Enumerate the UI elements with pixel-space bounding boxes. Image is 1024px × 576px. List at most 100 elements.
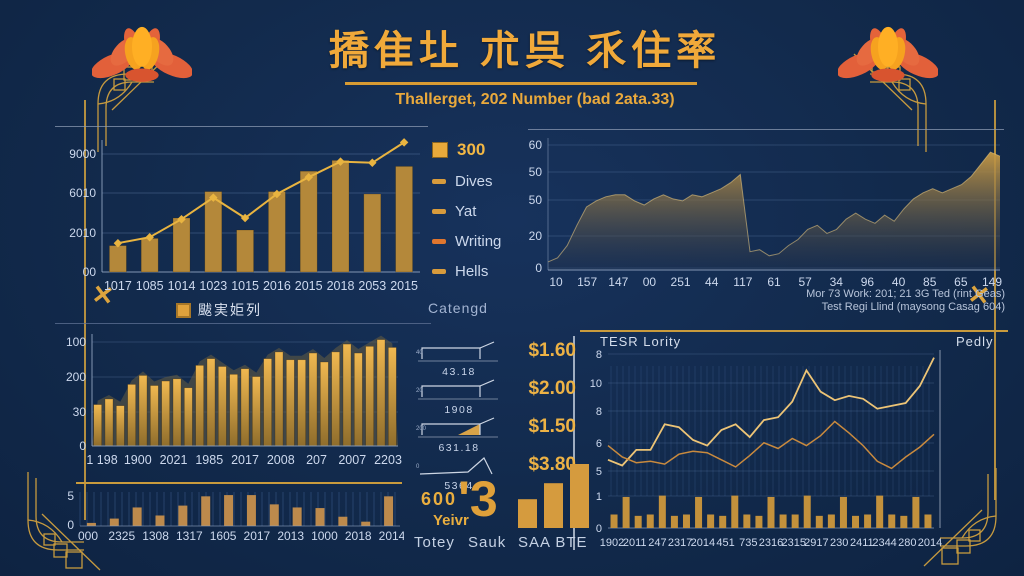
spark-box [421, 347, 481, 359]
tick-label: 2315 [781, 537, 805, 549]
tick-label: 200 [66, 370, 86, 384]
ornament-path [27, 519, 63, 543]
tick-label: 280 [898, 537, 916, 549]
bar [354, 352, 363, 447]
bar [695, 496, 703, 528]
bar [658, 495, 666, 528]
legend-swatch [176, 302, 191, 318]
tick-label: 0 [416, 464, 420, 470]
combo-chart-legend: 颰実姖列 [176, 300, 262, 320]
legend-swatch [432, 142, 448, 158]
line-marker [368, 158, 377, 168]
ticker-row: 20 1908 $2.00 [412, 378, 576, 416]
bar [204, 191, 223, 273]
tick-label: 2010 [69, 226, 96, 240]
bar [876, 495, 884, 528]
tick-label: 2007 [338, 453, 366, 467]
line-marker [399, 138, 409, 147]
bar [331, 351, 340, 447]
bar [240, 368, 250, 447]
tick-label: 2017 [244, 529, 271, 543]
bar [268, 191, 286, 273]
legend-item-label: 300 [457, 140, 486, 159]
ornament-square [65, 551, 83, 569]
bar [138, 375, 148, 447]
bar [109, 245, 127, 273]
tick-label: 2203 [374, 453, 402, 467]
bar [127, 384, 136, 447]
bar [610, 514, 618, 528]
tick-label: 5 [67, 489, 74, 503]
tick-label: 5 [596, 466, 602, 478]
tick-label: 00 [643, 275, 657, 289]
corner-ornament-bottom-right [923, 468, 997, 567]
spark-box [421, 385, 481, 397]
divider [55, 126, 428, 127]
tick-label: 1900 [124, 453, 152, 467]
tick-label: 2411 [850, 537, 874, 549]
bar [308, 352, 318, 447]
tick-label: 8 [596, 406, 602, 418]
bar [634, 515, 642, 528]
bar [395, 166, 413, 273]
bar [731, 495, 739, 528]
footer-label: Sauk [468, 534, 507, 551]
tick-label: 44 [705, 275, 719, 289]
tick-label: 2008 [267, 453, 295, 467]
spark-wedge-fill [458, 424, 480, 435]
bar [315, 508, 325, 526]
bar [342, 343, 352, 447]
tick-label: 40 [416, 350, 423, 356]
sparkline-peak-icon: 0 [416, 457, 493, 475]
bar [518, 499, 537, 528]
page-title: 撟隹圵 朮呉 乑住率 [328, 29, 722, 73]
tick-label: 1000 [311, 529, 338, 543]
legend-item-label: Dives [455, 173, 493, 190]
bar [791, 514, 799, 528]
bar [388, 347, 397, 447]
trend-line [117, 141, 405, 245]
bar [252, 376, 261, 447]
bar [755, 515, 763, 528]
spark-spike [479, 417, 495, 425]
bar [297, 359, 306, 447]
legend-swatch [432, 239, 446, 244]
ornament-square [53, 543, 68, 558]
tick-label: 207 [306, 453, 327, 467]
legend-item-label: Hells [455, 263, 489, 280]
sparkline-wedge-icon: 200 [416, 417, 498, 438]
tick-label: 2015 [390, 279, 418, 293]
bar [274, 351, 284, 447]
tick-label: 247 [648, 537, 666, 549]
bar [803, 495, 811, 528]
tick-label: 20 [529, 229, 543, 243]
ticker-label: 631.18 [438, 442, 480, 454]
lotus-petal [878, 26, 898, 67]
ornament-square [968, 529, 981, 542]
tick-label: 2344 [872, 537, 896, 549]
bar [224, 495, 234, 526]
area-chart: 60 50 50 20 0 10 157 147 00 251 44 117 61 57 34 96 40 85 6… [529, 138, 1002, 289]
left-border-line [84, 100, 86, 520]
side-legend: 300 Dives Yat Writing Hells [432, 140, 527, 280]
line-marker [240, 213, 250, 223]
area-edge [547, 151, 1001, 263]
spark-spike [479, 341, 495, 349]
bar [924, 514, 932, 528]
tick-label: 9000 [69, 147, 96, 161]
caption-line: Mor 73 Work: 201; 21 3G Ted (rint Geas) [806, 288, 1005, 300]
ornament-square [113, 78, 126, 91]
tick-label: 451 [716, 537, 734, 549]
bar [743, 514, 751, 528]
bar [815, 515, 823, 528]
tick-label: 10 [590, 378, 602, 390]
ticker-spark-cell: 40 43.18 [412, 340, 506, 378]
bar [172, 378, 182, 447]
bar [269, 504, 279, 526]
caption-line: Test Regi Llind (maysong Casag 604) [821, 301, 1005, 313]
tick-label: 2325 [108, 529, 135, 543]
bar [195, 365, 204, 447]
tick-label: 2917 [804, 537, 828, 549]
